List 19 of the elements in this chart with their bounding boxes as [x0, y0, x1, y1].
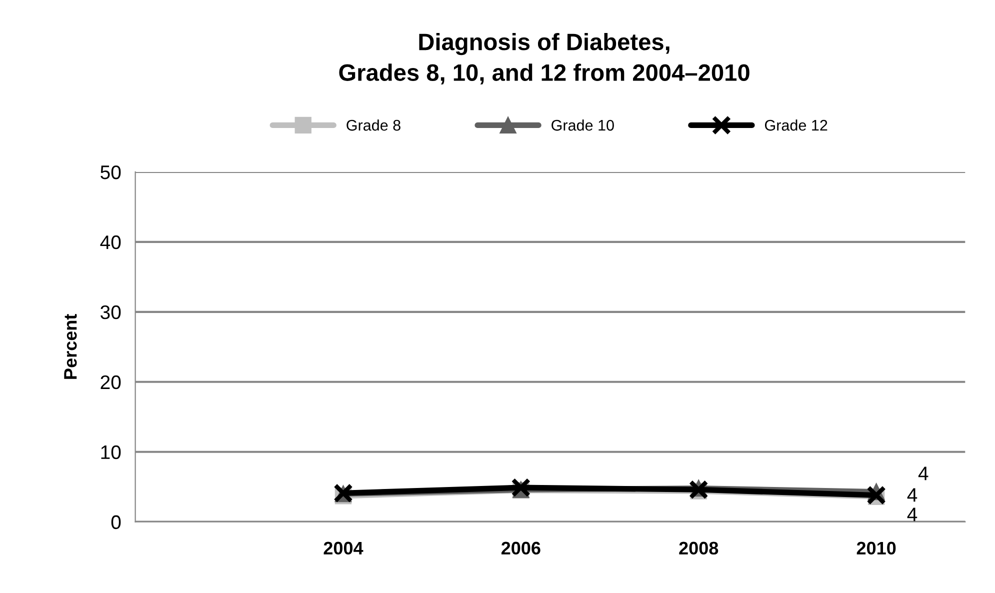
y-tick-label: 30	[100, 305, 121, 320]
point	[511, 478, 531, 498]
y-tick-label: 10	[101, 445, 121, 460]
x-tick-label: 2006	[501, 542, 540, 555]
legend-label: Grade 10	[552, 119, 614, 131]
data-label: 4	[918, 466, 928, 480]
y-tick-label: 50	[100, 165, 121, 180]
y-tick-label: 20	[100, 375, 121, 390]
y-tick-label: 40	[100, 235, 121, 250]
data-label: 4	[907, 508, 918, 522]
x-tick-label: 2004	[324, 542, 364, 555]
chart-title: Diagnosis of Diabetes, Grades 8, 10, and 12 from 2004–2010	[339, 32, 750, 84]
y-tick-label: 0	[111, 515, 121, 530]
data-label: 4	[907, 488, 918, 502]
x-tick-label: 2010	[856, 542, 896, 555]
legend-label: Grade 12	[764, 119, 828, 131]
y-axis-title: Percent	[64, 314, 77, 379]
x-tick-label: 2008	[679, 542, 718, 555]
legend-label: Grade 8	[346, 119, 400, 131]
